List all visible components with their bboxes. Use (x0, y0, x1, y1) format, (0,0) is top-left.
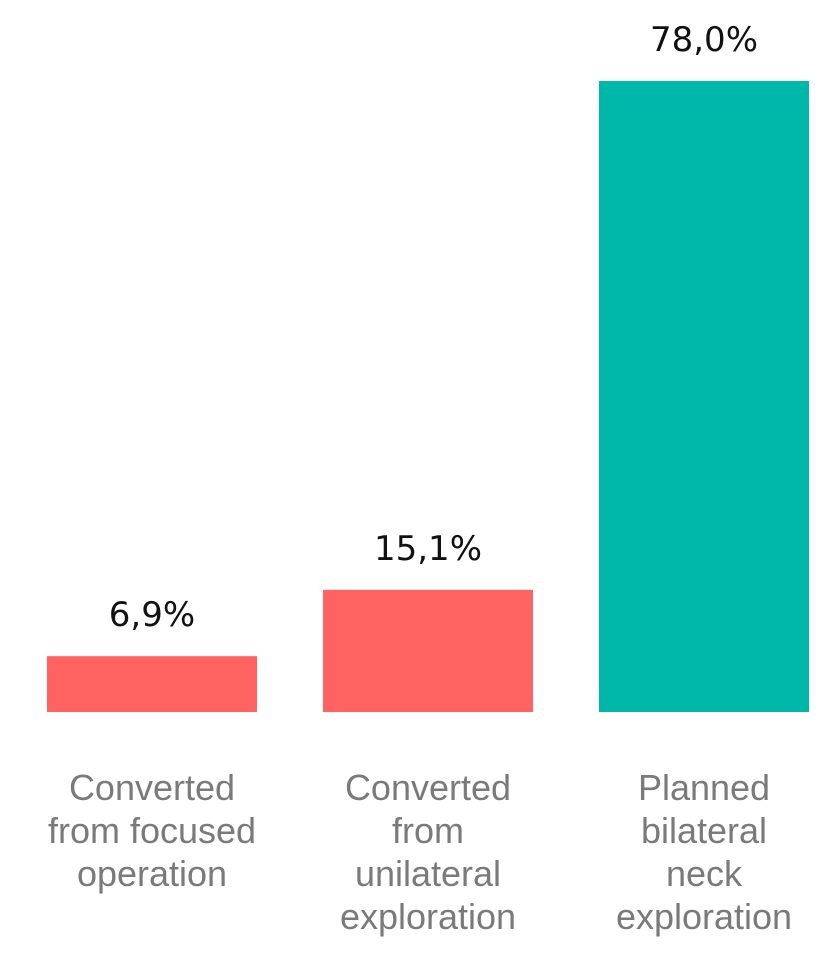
bar-2 (323, 589, 533, 712)
category-label-line: from (392, 810, 464, 851)
category-label-line: exploration (340, 896, 516, 937)
category-label-line: unilateral (355, 853, 501, 894)
category-label-line: Converted (345, 767, 511, 808)
category-label-3: Planned bilateral neck exploration (616, 767, 792, 937)
category-label-2: Converted from unilateral exploration (340, 767, 516, 937)
category-label-1: Converted from focused operation (48, 767, 256, 894)
category-label-line: operation (77, 853, 227, 894)
category-label-line: Planned (638, 767, 770, 808)
category-label-line: from focused (48, 810, 256, 851)
category-label-line: Converted (69, 767, 235, 808)
value-labels-group: 6,9% 15,1% 78,0% (109, 20, 758, 635)
bar-3 (599, 81, 809, 712)
category-label-line: exploration (616, 896, 792, 937)
category-label-line: bilateral (641, 810, 767, 851)
bars-group (47, 81, 809, 712)
value-label-3: 78,0% (650, 20, 758, 60)
category-label-line: neck (666, 853, 743, 894)
value-label-2: 15,1% (374, 529, 482, 569)
value-label-1: 6,9% (109, 595, 195, 635)
bar-1 (47, 656, 257, 712)
